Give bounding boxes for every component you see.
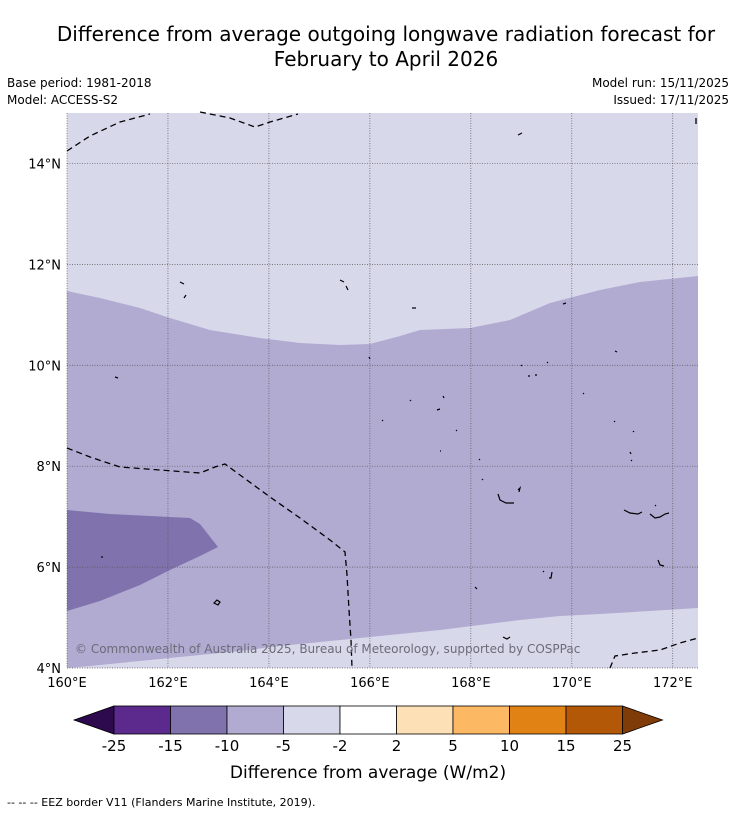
colorbar-extend-high: [622, 705, 664, 735]
copyright-notice: © Commonwealth of Australia 2025, Bureau…: [75, 642, 580, 656]
base-period: Base period: 1981-2018: [7, 76, 152, 90]
eez-border-southeast: [609, 637, 699, 669]
chart-title: Difference from average outgoing longwav…: [0, 22, 736, 72]
colorbar-bin: [226, 705, 284, 735]
colorbar-bin: [339, 705, 397, 735]
longitude-tick-label: 170°E: [552, 676, 592, 691]
colorbar-bin: [170, 705, 228, 735]
region-minus10-to-minus5: [67, 276, 698, 668]
colorbar-bin: [396, 705, 454, 735]
colorbar-tick-label: -25: [102, 737, 127, 755]
latitude-tick-label: 10°N: [28, 359, 61, 374]
colorbar-bin: [565, 705, 623, 735]
latitude-tick-label: 8°N: [37, 460, 62, 475]
islands: [101, 132, 670, 640]
colorbar-bin: [509, 705, 567, 735]
eez-border-north: [66, 111, 299, 152]
island: [474, 586, 478, 590]
map-figure: © Commonwealth of Australia 2025, Bureau…: [28, 111, 699, 783]
island: [623, 504, 670, 519]
island: [114, 376, 119, 379]
footer-legend: -- -- -- EEZ border V11 (Flanders Marine…: [7, 796, 316, 809]
island: [542, 570, 553, 579]
colorbar: -25 -15 -10 -5 -2 2 5 10 15 25: [72, 705, 664, 755]
island: [520, 361, 549, 377]
colorbar-tick-label: 5: [448, 737, 458, 755]
colorbar-bin: [452, 705, 510, 735]
colorbar-tick-label: -2: [333, 737, 348, 755]
eez-borders: [66, 111, 699, 669]
island: [497, 486, 522, 504]
longitude-tick-label: 168°E: [451, 676, 491, 691]
colorbar-tick-label: -15: [158, 737, 183, 755]
colorbar-tick-label: 10: [500, 737, 519, 755]
model-run: Model run: 15/11/2025: [591, 76, 729, 90]
island: [339, 279, 349, 291]
colorbar-tick-label: -5: [276, 737, 291, 755]
island: [517, 132, 523, 136]
map-panel: © Commonwealth of Australia 2025, Bureau…: [66, 111, 699, 669]
colorbar-tick-label: 15: [556, 737, 575, 755]
longitude-tick-label: 160°E: [47, 676, 87, 691]
island: [657, 559, 665, 567]
longitude-axis: 160°E 162°E 164°E 166°E 168°E 170°E 172°E: [47, 676, 692, 691]
latitude-axis: 4°N 6°N 8°N 10°N 12°N 14°N: [28, 157, 61, 677]
region-minus15-to-minus10: [67, 510, 218, 611]
title-line-1: Difference from average outgoing longwav…: [56, 22, 716, 46]
colorbar-extend-low: [72, 705, 115, 735]
map-gridlines: [66, 113, 698, 669]
eez-border-west: [66, 447, 353, 669]
latitude-tick-label: 12°N: [28, 258, 61, 273]
colorbar-bin: [283, 705, 341, 735]
island: [368, 356, 371, 360]
colorbar-tick-label: 25: [613, 737, 632, 755]
meta-left: Base period: 1981-2018 Model: ACCESS-S2: [7, 75, 152, 109]
title-line-2: February to April 2026: [273, 47, 499, 71]
latitude-tick-label: 6°N: [37, 561, 62, 576]
island: [440, 420, 635, 462]
colorbar-bin: [113, 705, 171, 735]
island: [381, 408, 458, 432]
longitude-tick-label: 166°E: [350, 676, 390, 691]
island: [409, 392, 585, 402]
latitude-tick-label: 4°N: [37, 662, 62, 677]
issued-date: Issued: 17/11/2025: [613, 93, 729, 107]
colorbar-title: Difference from average (W/m2): [230, 763, 506, 783]
island: [212, 599, 221, 606]
island: [502, 636, 511, 640]
island: [478, 458, 484, 481]
longitude-tick-label: 162°E: [148, 676, 188, 691]
meta-right: Model run: 15/11/2025 Issued: 17/11/2025: [592, 75, 729, 109]
longitude-tick-label: 164°E: [249, 676, 289, 691]
model-name: Model: ACCESS-S2: [7, 93, 119, 107]
colorbar-tick-label: -10: [215, 737, 240, 755]
island: [614, 350, 618, 353]
latitude-tick-label: 14°N: [28, 157, 61, 172]
colorbar-tick-label: 2: [392, 737, 402, 755]
island: [562, 302, 567, 305]
longitude-tick-label: 172°E: [653, 676, 693, 691]
island: [179, 281, 187, 299]
